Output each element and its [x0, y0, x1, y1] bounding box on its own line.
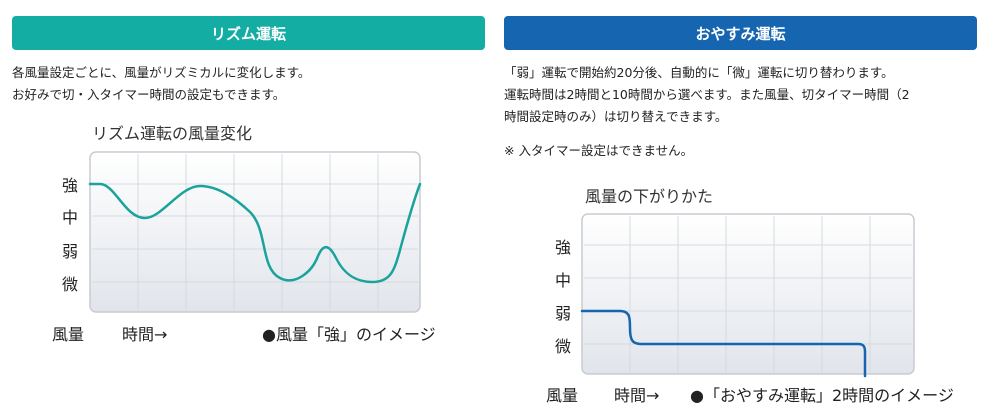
rhythm-plot-area [89, 151, 421, 313]
sleep-desc-line-1: 「弱」運転で開始約20分後、自動的に「微」運転に切り替わります。 [504, 65, 894, 80]
rhythm-x-axis-label: 時間→ [122, 325, 168, 344]
sleep-chart-title: 風量の下がりかた [585, 187, 714, 206]
sleep-plot-area [581, 213, 915, 375]
sleep-level-medium: 中 [555, 271, 572, 290]
sleep-level-micro: 微 [555, 337, 572, 356]
sleep-desc-line-3: 時間設定時のみ）は切り替えできます。 [504, 109, 728, 124]
sleep-caption: ●「おやすみ運転」2時間のイメージ [690, 386, 954, 405]
rhythm-level-weak: 弱 [62, 242, 79, 261]
rhythm-chart-title: リズム運転の風量変化 [92, 124, 253, 143]
rhythm-y-axis-label: 風量 [52, 325, 85, 344]
sleep-panel: おやすみ運転 「弱」運転で開始約20分後、自動的に「微」運転に切り替わります。 … [504, 16, 977, 162]
sleep-desc-line-2: 運転時間は2時間と10時間から選べます。また風量、切タイマー時間（2 [504, 87, 910, 102]
rhythm-description: 各風量設定ごとに、風量がリズミカルに変化します。 お好みで切・入タイマー時間の設… [12, 62, 485, 106]
rhythm-level-medium: 中 [62, 208, 79, 227]
rhythm-desc-line-2: お好みで切・入タイマー時間の設定もできます。 [12, 87, 286, 102]
sleep-header: おやすみ運転 [504, 16, 977, 50]
rhythm-curve [88, 182, 422, 284]
sleep-level-strong: 強 [555, 238, 572, 257]
sleep-curve [580, 309, 867, 378]
rhythm-header: リズム運転 [12, 16, 485, 50]
sleep-chart [580, 213, 915, 378]
sleep-level-weak: 弱 [555, 304, 572, 323]
rhythm-panel: リズム運転 各風量設定ごとに、風量がリズミカルに変化します。 お好みで切・入タイ… [12, 16, 485, 106]
rhythm-level-strong: 強 [62, 176, 79, 195]
rhythm-level-micro: 微 [62, 275, 79, 294]
rhythm-desc-line-1: 各風量設定ごとに、風量がリズミカルに変化します。 [12, 65, 311, 80]
rhythm-chart [88, 151, 422, 313]
rhythm-caption: ●風量「強」のイメージ [262, 325, 436, 344]
sleep-y-axis-label: 風量 [546, 386, 579, 405]
sleep-description: 「弱」運転で開始約20分後、自動的に「微」運転に切り替わります。 運転時間は2時… [504, 62, 977, 162]
sleep-x-axis-label: 時間→ [614, 386, 660, 405]
sleep-note: ※ 入タイマー設定はできません。 [504, 143, 694, 158]
